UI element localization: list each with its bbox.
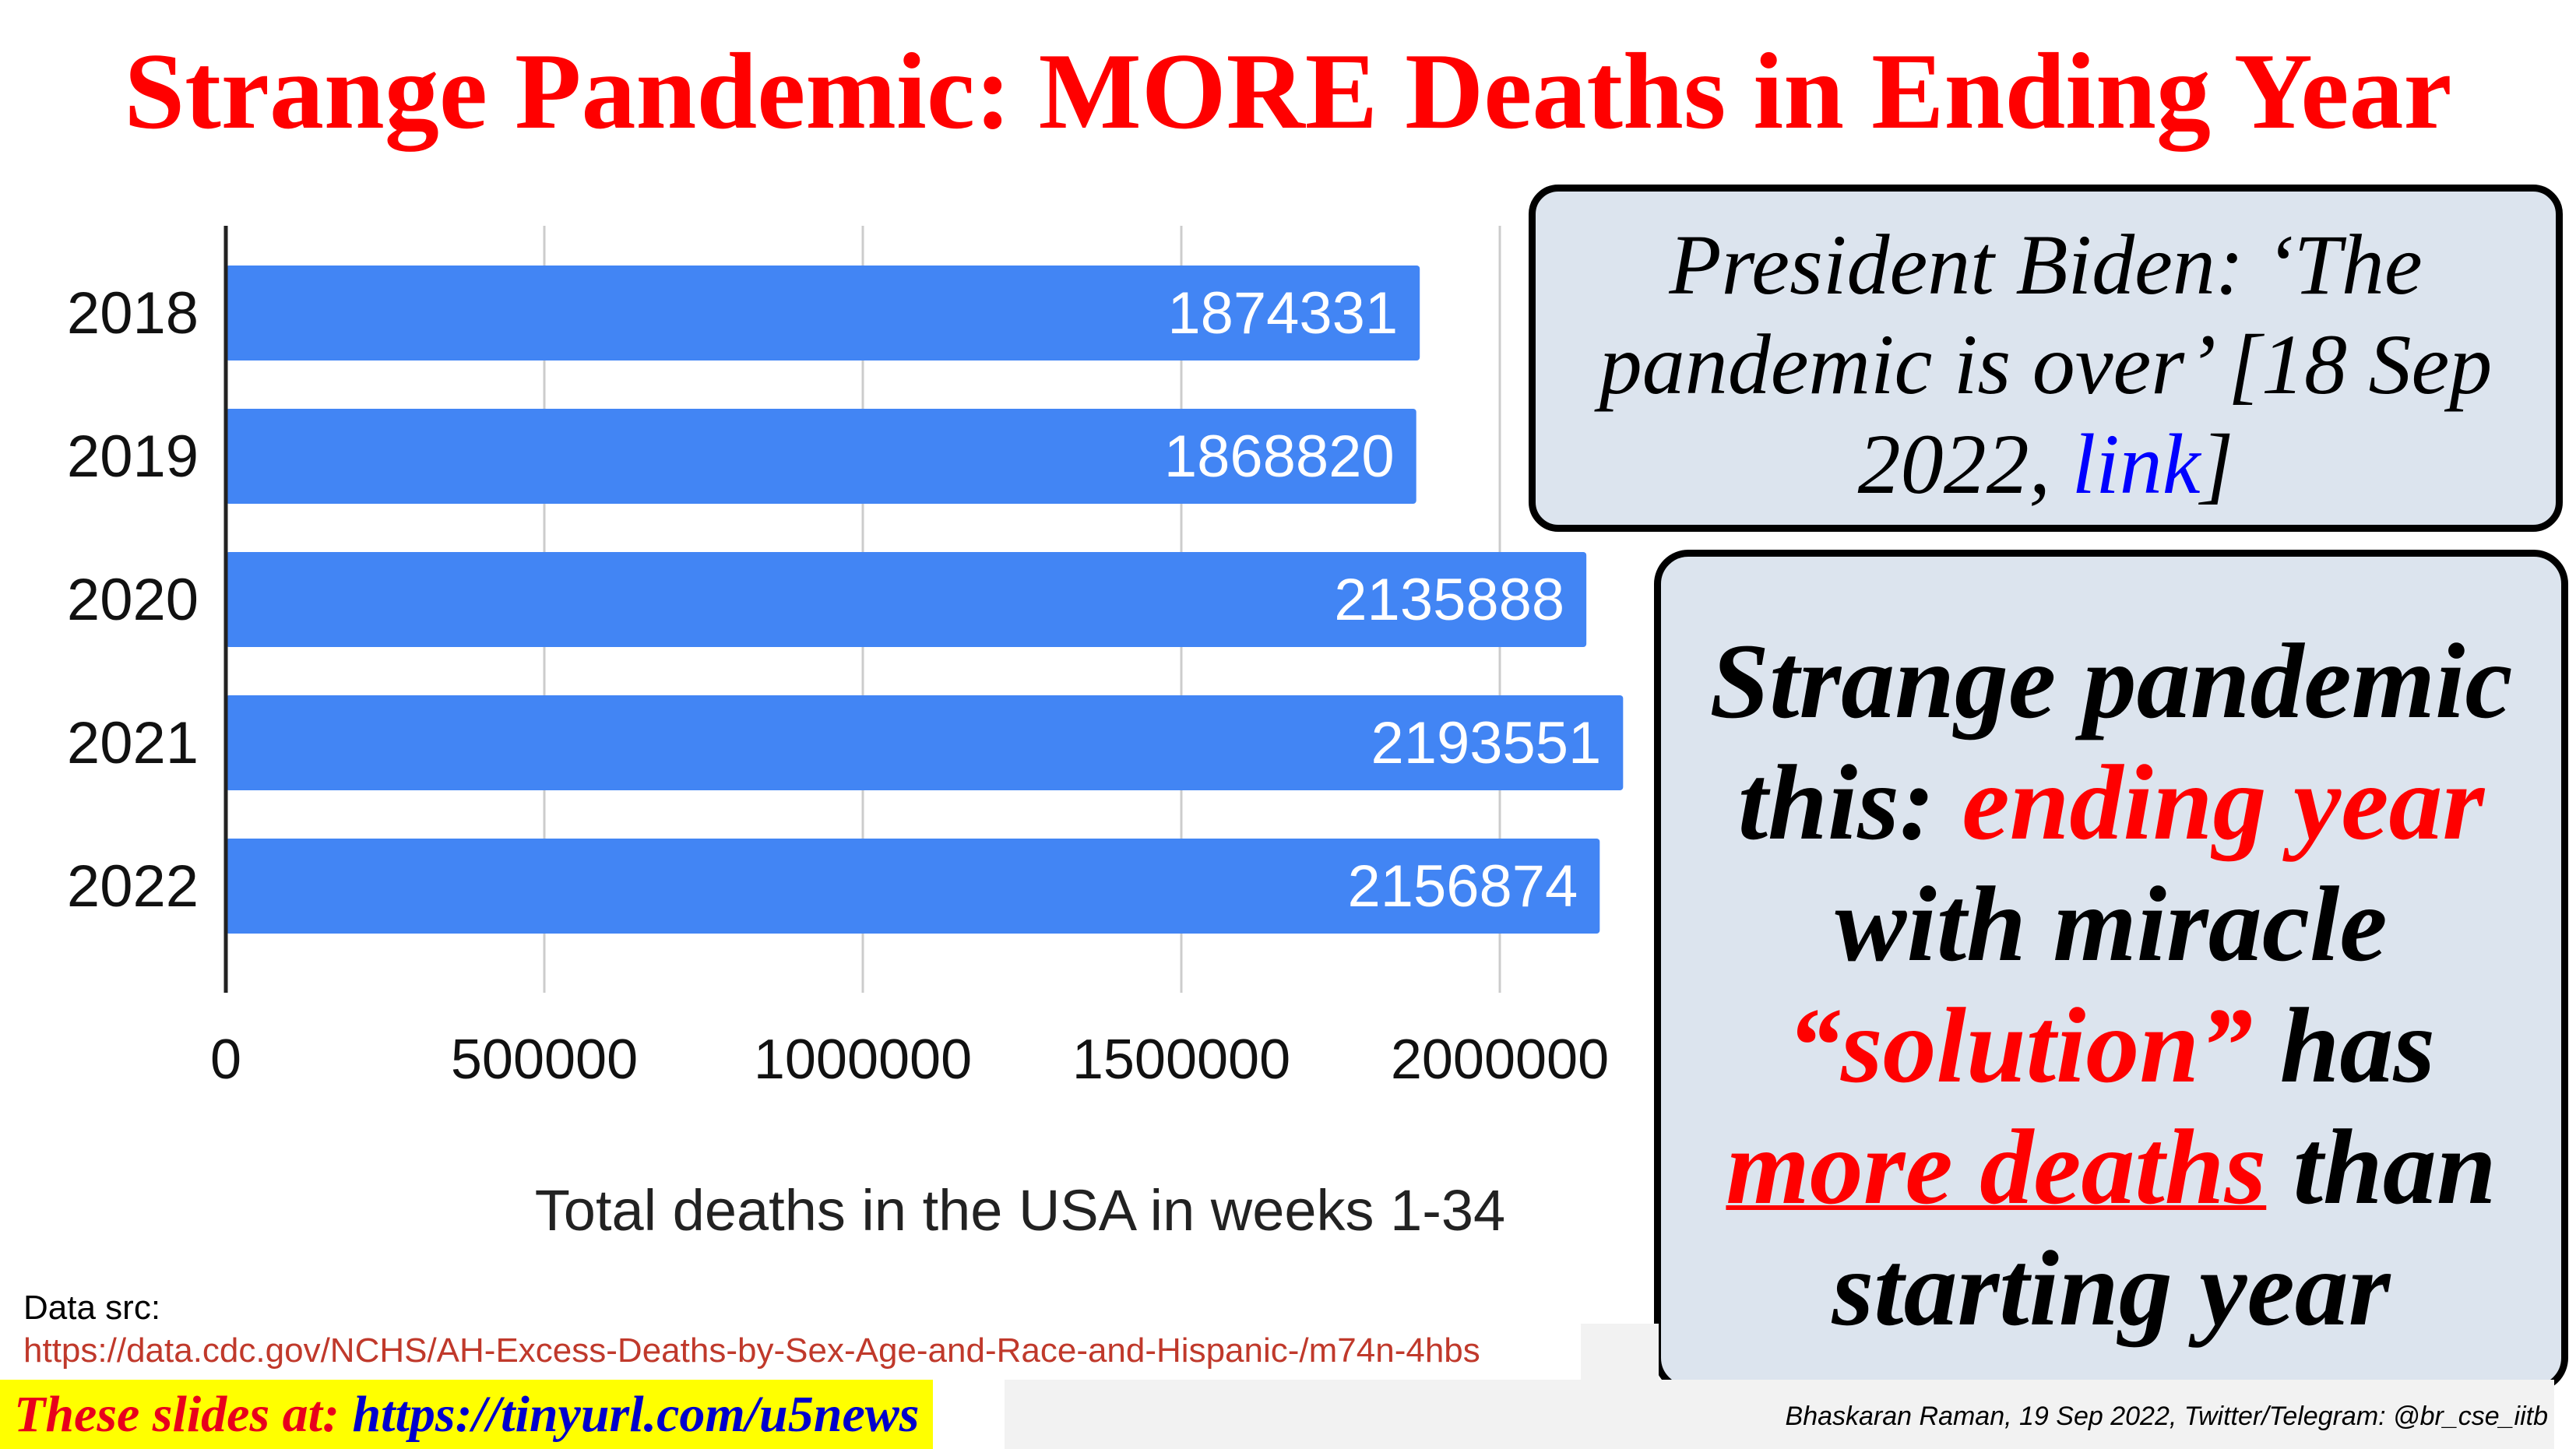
y-category-label: 2022 bbox=[67, 853, 199, 920]
x-tick-label: 0 bbox=[210, 1029, 241, 1091]
claim-solution: “solution” bbox=[1786, 986, 2254, 1105]
claim-part-1: Strange pandemic this: bbox=[1709, 621, 2513, 862]
biden-quote-box: President Biden: ‘The pandemic is over’ … bbox=[1529, 185, 2563, 532]
bar-2020 bbox=[226, 552, 1587, 647]
footer-strip bbox=[1005, 1380, 2554, 1449]
x-tick-label: 2000000 bbox=[1391, 1029, 1609, 1091]
bar-data-label: 2193551 bbox=[1371, 710, 1601, 776]
y-category-label: 2020 bbox=[67, 567, 199, 633]
quote-close: ] bbox=[2200, 417, 2234, 512]
slides-link[interactable]: https://tinyurl.com/u5news bbox=[352, 1386, 920, 1443]
bar-2021 bbox=[226, 695, 1624, 790]
x-tick-label: 500000 bbox=[451, 1029, 638, 1091]
bar-data-label: 2156874 bbox=[1347, 853, 1578, 920]
data-source-url[interactable]: https://data.cdc.gov/NCHS/AH-Excess-Deat… bbox=[23, 1331, 1480, 1370]
bar-chart: 0 500000 1000000 1500000 2000000 2018 1874331 2… bbox=[67, 226, 1624, 1243]
bar-2019 bbox=[226, 409, 1416, 504]
claim-more-deaths: more deaths bbox=[1726, 1107, 2267, 1226]
claim-box: Strange pandemic this: ending year with … bbox=[1654, 550, 2568, 1392]
author-credit: Bhaskaran Raman, 19 Sep 2022, Twitter/Te… bbox=[1785, 1402, 2548, 1431]
data-source-label: Data src: bbox=[23, 1289, 161, 1327]
y-category-label: 2018 bbox=[67, 280, 199, 346]
bar-2022 bbox=[226, 839, 1600, 934]
quote-link[interactable]: link bbox=[2071, 417, 2201, 512]
bar-data-label: 1874331 bbox=[1167, 280, 1398, 346]
x-axis-title: Total deaths in the USA in weeks 1-34 bbox=[535, 1178, 1505, 1243]
quote-text: President Biden: ‘The pandemic is over’ … bbox=[1599, 217, 2493, 512]
slides-banner: These slides at: https://tinyurl.com/u5n… bbox=[0, 1380, 934, 1449]
claim-ending-year: ending year bbox=[1962, 743, 2485, 862]
x-tick-label: 1500000 bbox=[1072, 1029, 1290, 1091]
claim-part-5: has bbox=[2253, 986, 2436, 1105]
bar-data-label: 1868820 bbox=[1164, 424, 1395, 490]
claim-part-7: than starting year bbox=[1832, 1107, 2497, 1348]
y-category-label: 2019 bbox=[67, 424, 199, 490]
page-title: Strange Pandemic: MORE Deaths in Ending … bbox=[124, 31, 2452, 152]
bar-2018 bbox=[226, 266, 1420, 360]
bar-data-label: 2135888 bbox=[1334, 567, 1564, 633]
y-category-label: 2021 bbox=[67, 710, 199, 776]
slides-label: These slides at: bbox=[14, 1386, 353, 1443]
claim-part-3: with miracle bbox=[1835, 864, 2388, 983]
x-tick-label: 1000000 bbox=[754, 1029, 972, 1091]
